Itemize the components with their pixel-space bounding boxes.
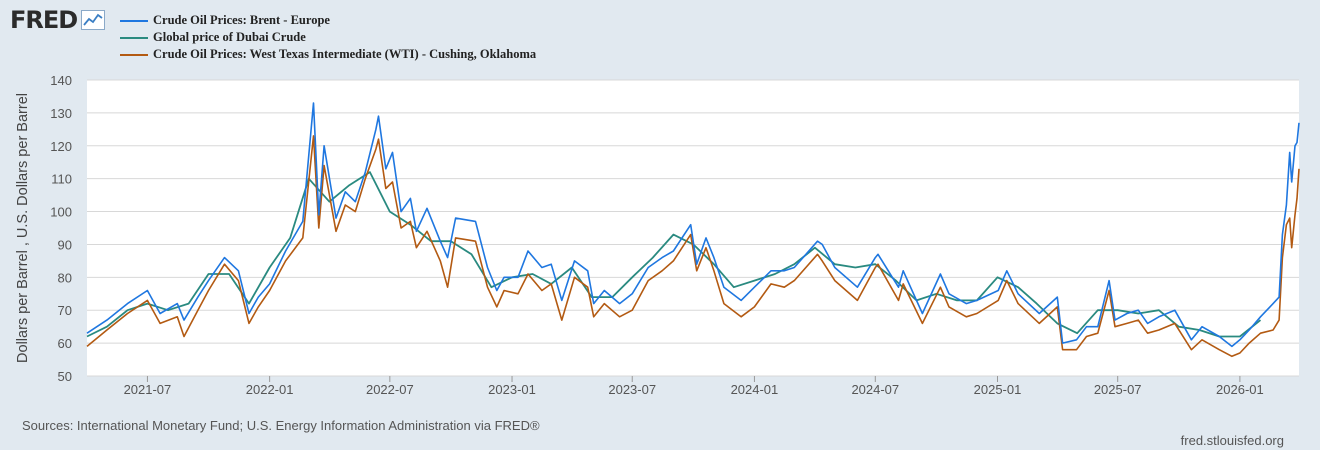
legend-label-dubai: Global price of Dubai Crude xyxy=(153,30,306,44)
y-axis-label: Dollars per Barrel , U.S. Dollars per Ba… xyxy=(15,93,31,363)
site-url[interactable]: fred.stlouisfed.org xyxy=(1180,433,1284,448)
x-tick-label: 2024-01 xyxy=(731,382,779,397)
series-line-brent[interactable] xyxy=(86,102,1300,348)
series-line-wti[interactable] xyxy=(86,135,1300,358)
sources-note: Sources: International Monetary Fund; U.… xyxy=(22,418,540,433)
y-tick-label: 100 xyxy=(50,205,72,220)
chart-legend: Crude Oil Prices: Brent - Europe Global … xyxy=(120,12,536,63)
legend-swatch-dubai xyxy=(120,36,148,39)
y-axis-ticks: 50 60 70 80 90 100 110 120 130 140 xyxy=(50,73,72,384)
line-chart-icon xyxy=(81,10,106,30)
x-tick-label: 2023-01 xyxy=(488,382,536,397)
x-axis-ticks: 2021-07 2022-01 2022-07 2023-01 2023-07 2024-… xyxy=(124,376,1264,397)
x-tick-label: 2025-01 xyxy=(974,382,1022,397)
legend-item-wti[interactable]: Crude Oil Prices: West Texas Intermediat… xyxy=(120,46,536,63)
y-tick-label: 90 xyxy=(58,237,72,252)
legend-item-dubai[interactable]: Global price of Dubai Crude xyxy=(120,29,536,46)
series-line-dubai[interactable] xyxy=(86,171,1262,338)
legend-label-wti: Crude Oil Prices: West Texas Intermediat… xyxy=(153,47,537,61)
y-tick-label: 120 xyxy=(50,139,72,154)
y-tick-label: 60 xyxy=(58,336,72,351)
brand-name: FRED xyxy=(10,6,78,34)
legend-swatch-wti xyxy=(120,53,148,56)
series-lines xyxy=(86,102,1300,358)
x-tick-label: 2025-07 xyxy=(1094,382,1142,397)
y-tick-label: 140 xyxy=(50,73,72,88)
y-tick-label: 130 xyxy=(50,106,72,121)
x-tick-label: 2023-07 xyxy=(608,382,656,397)
legend-label-brent: Crude Oil Prices: Brent - Europe xyxy=(153,13,330,27)
x-tick-label: 2026-01 xyxy=(1216,382,1264,397)
x-tick-label: 2022-01 xyxy=(246,382,294,397)
x-tick-label: 2024-07 xyxy=(851,382,899,397)
legend-item-brent[interactable]: Crude Oil Prices: Brent - Europe xyxy=(120,12,536,29)
y-tick-label: 50 xyxy=(58,369,72,384)
y-tick-label: 110 xyxy=(51,172,72,187)
y-tick-label: 70 xyxy=(58,303,72,318)
x-tick-label: 2022-07 xyxy=(366,382,414,397)
x-tick-label: 2021-07 xyxy=(124,382,172,397)
line-chart[interactable]: 50 60 70 80 90 100 110 120 130 140 2021-07 2022-01… xyxy=(0,0,1320,410)
y-tick-label: 80 xyxy=(58,270,72,285)
fred-logo[interactable]: FRED xyxy=(10,6,106,34)
plot-area xyxy=(87,80,1299,376)
legend-swatch-brent xyxy=(120,19,148,22)
